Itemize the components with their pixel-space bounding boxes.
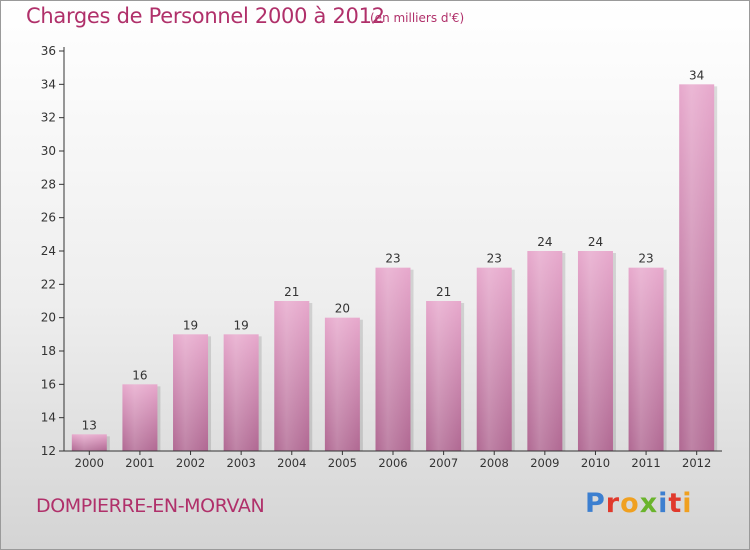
x-tick-label-2008: 2008 bbox=[480, 456, 509, 470]
x-tick-label-2010: 2010 bbox=[581, 456, 610, 470]
y-tick-label-20: 20 bbox=[41, 311, 56, 325]
bar-shine-2012 bbox=[679, 84, 715, 451]
logo-letter: i bbox=[658, 488, 669, 519]
data-label-2000: 13 bbox=[82, 418, 97, 432]
y-tick-label-16: 16 bbox=[41, 377, 56, 391]
bar-shine-2010 bbox=[577, 251, 613, 451]
bar-shine-2004 bbox=[274, 301, 310, 451]
bar-shine-2002 bbox=[173, 334, 209, 451]
x-tick-label-2012: 2012 bbox=[682, 456, 711, 470]
logo-letter: t bbox=[668, 488, 683, 519]
y-tick-label-28: 28 bbox=[41, 177, 56, 191]
logo-letter: r bbox=[605, 488, 621, 519]
y-tick-label-14: 14 bbox=[41, 411, 56, 425]
bars-layer: 13 16 19 19 21 20 23 21 23 24 24 23 34 bbox=[71, 68, 718, 451]
data-label-2004: 21 bbox=[284, 285, 299, 299]
x-tick-label-2003: 2003 bbox=[227, 456, 256, 470]
bar-shine-2001 bbox=[122, 384, 158, 451]
data-label-2009: 24 bbox=[537, 235, 552, 249]
bar-shine-2000 bbox=[71, 434, 107, 451]
logo-letter: o bbox=[620, 488, 640, 519]
y-tick-label-18: 18 bbox=[41, 344, 56, 358]
data-label-2012: 34 bbox=[689, 68, 704, 82]
x-tick-label-2004: 2004 bbox=[277, 456, 306, 470]
logo-letter: P bbox=[585, 488, 606, 519]
x-tick-label-2006: 2006 bbox=[378, 456, 407, 470]
x-tick-label-2007: 2007 bbox=[429, 456, 458, 470]
chart-title: Charges de Personnel 2000 à 2012 bbox=[26, 4, 385, 28]
data-label-2002: 19 bbox=[183, 318, 198, 332]
data-label-2006: 23 bbox=[385, 252, 400, 266]
x-tick-label-2001: 2001 bbox=[125, 456, 154, 470]
chart-subtitle: (en milliers d'€) bbox=[370, 11, 465, 25]
x-tick-label-2011: 2011 bbox=[631, 456, 660, 470]
x-tick-label-2005: 2005 bbox=[328, 456, 357, 470]
town-name: DOMPIERRE-EN-MORVAN bbox=[36, 495, 265, 517]
bar-shine-2005 bbox=[324, 317, 360, 451]
x-tick-label-2009: 2009 bbox=[530, 456, 559, 470]
bar-shine-2003 bbox=[223, 334, 259, 451]
x-tick-label-2000: 2000 bbox=[75, 456, 104, 470]
y-tick-label-30: 30 bbox=[41, 144, 56, 158]
bar-shine-2009 bbox=[527, 251, 563, 451]
y-tick-label-26: 26 bbox=[41, 211, 56, 225]
proxiti-logo[interactable]: Proxiti bbox=[585, 488, 693, 519]
y-tick-label-12: 12 bbox=[41, 444, 56, 458]
y-tick-label-32: 32 bbox=[41, 111, 56, 125]
bar-shine-2007 bbox=[426, 301, 462, 451]
y-tick-label-34: 34 bbox=[41, 77, 56, 91]
data-label-2003: 19 bbox=[234, 318, 249, 332]
x-tick-label-2002: 2002 bbox=[176, 456, 205, 470]
data-label-2008: 23 bbox=[487, 252, 502, 266]
logo-letter: i bbox=[682, 488, 693, 519]
bar-shine-2008 bbox=[476, 267, 512, 451]
data-label-2005: 20 bbox=[335, 302, 350, 316]
data-label-2007: 21 bbox=[436, 285, 451, 299]
data-label-2010: 24 bbox=[588, 235, 603, 249]
y-tick-label-24: 24 bbox=[41, 244, 56, 258]
bar-shine-2011 bbox=[628, 267, 664, 451]
axis-layer: 2000 2001 2002 2003 2004 2005 2006 2007 2008 2009… bbox=[41, 44, 722, 470]
data-label-2011: 23 bbox=[638, 252, 653, 266]
data-label-2001: 16 bbox=[132, 368, 147, 382]
logo-letter: x bbox=[639, 488, 659, 519]
y-tick-label-22: 22 bbox=[41, 277, 56, 291]
y-tick-label-36: 36 bbox=[41, 44, 56, 58]
bar-shine-2006 bbox=[375, 267, 411, 451]
